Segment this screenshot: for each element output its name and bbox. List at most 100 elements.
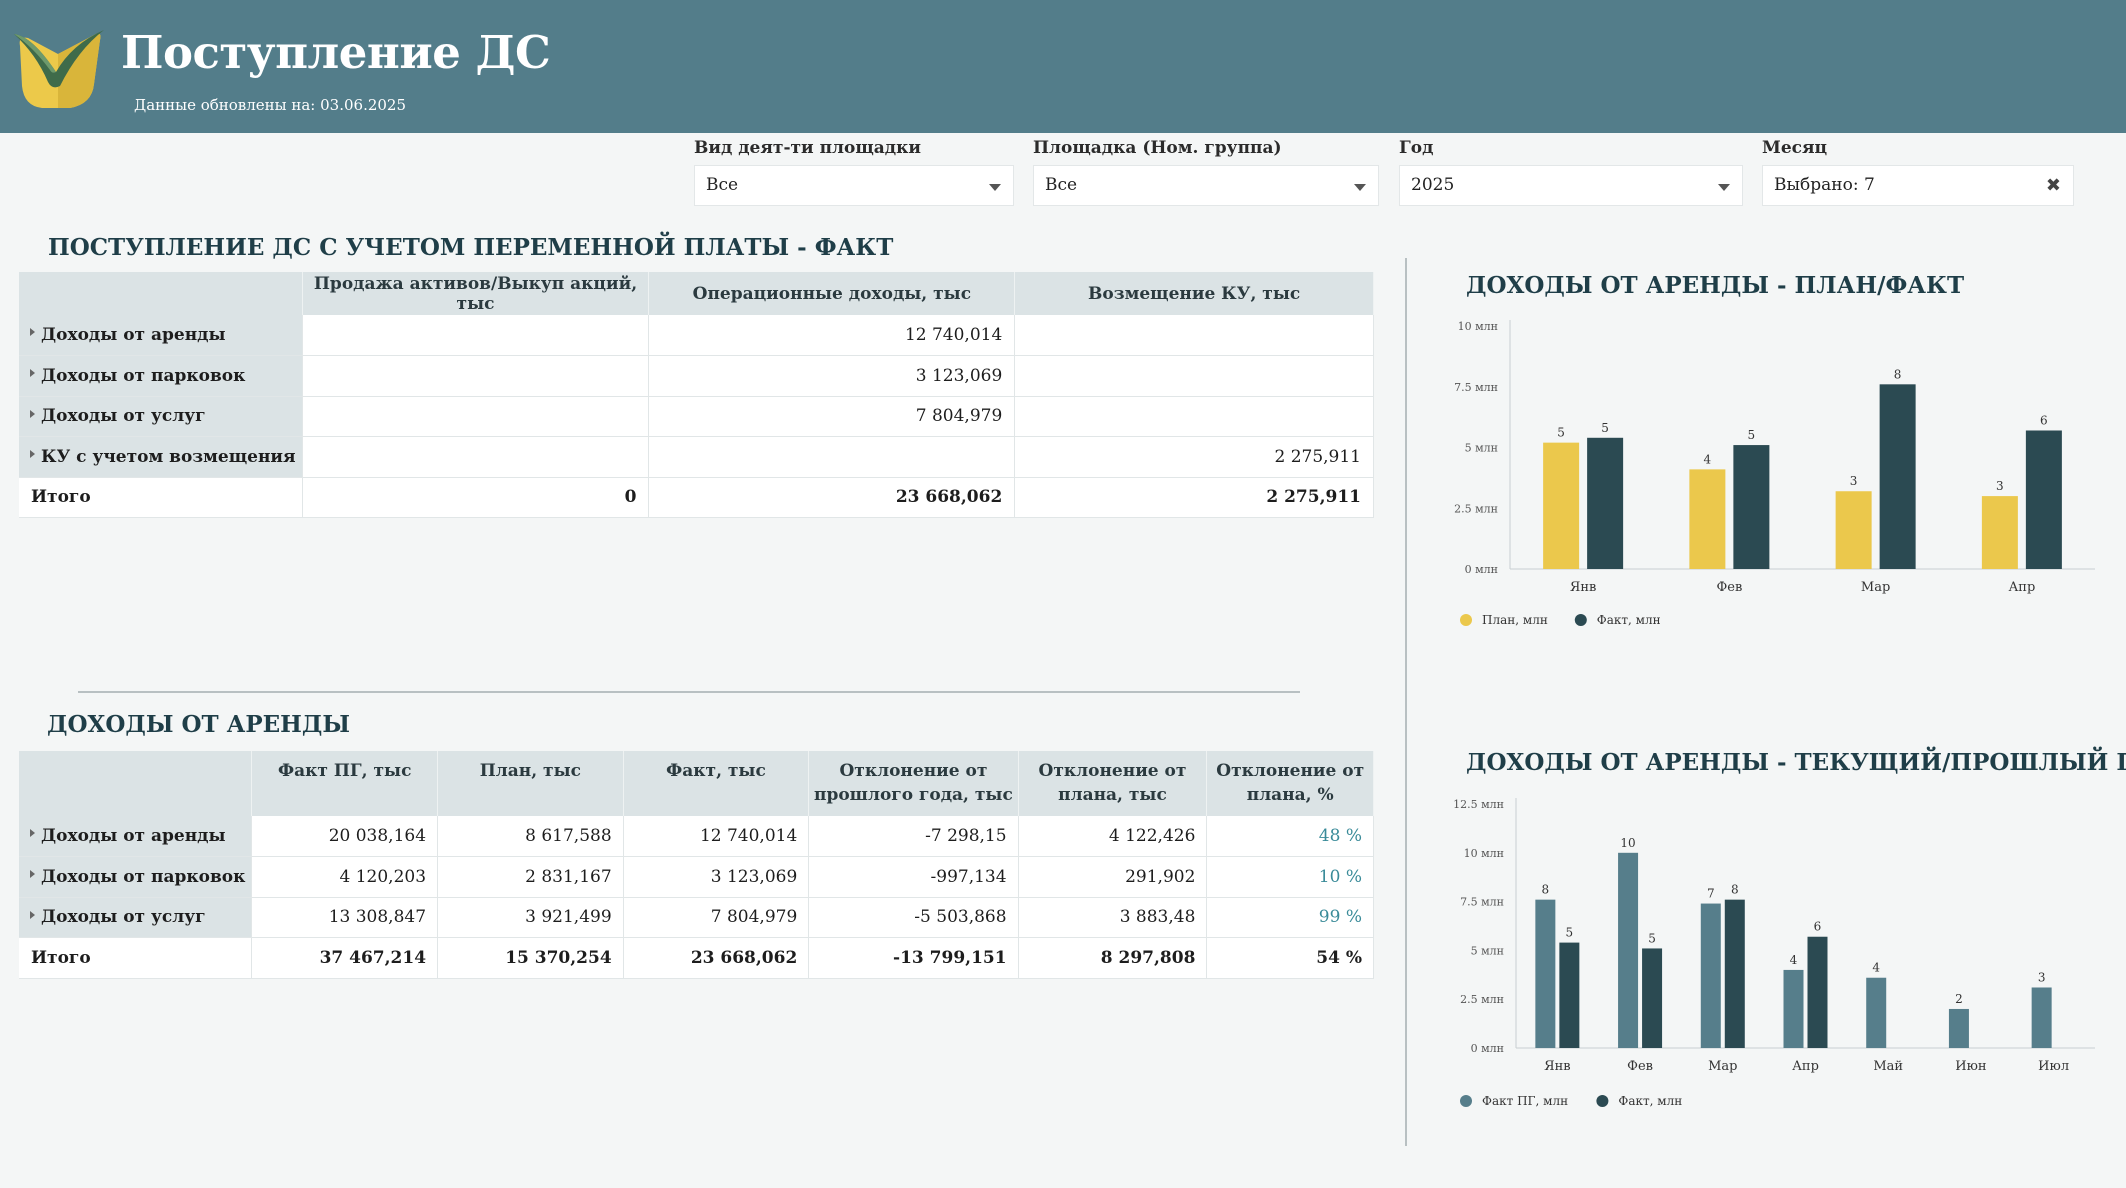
expand-triangle-icon[interactable] bbox=[30, 369, 35, 377]
table-cell: 2 831,167 bbox=[437, 856, 624, 898]
caret-down-icon[interactable] bbox=[1354, 184, 1366, 191]
caret-down-icon[interactable] bbox=[1718, 184, 1730, 191]
legend-marker bbox=[1596, 1095, 1609, 1107]
column-header[interactable]: Факт, тыс bbox=[623, 751, 810, 816]
current-prev-year-bar-chart: 0 млн 2.5 млн 5 млн 7.5 млн 10 млн 12.5 млн 8 5… bbox=[1453, 798, 2095, 1108]
legend-label: Факт, млн bbox=[1597, 613, 1661, 627]
bar bbox=[2031, 987, 2052, 1048]
expand-triangle-icon[interactable] bbox=[30, 328, 35, 336]
month-dropdown[interactable]: Выбрано: 7 ✖ bbox=[1762, 165, 2074, 206]
table-header-row: Факт ПГ, тыс План, тыс Факт, тыс Отклоне… bbox=[19, 751, 1374, 816]
cash-receipts-table: Продажа активов/Выкуп акций, тыс Операци… bbox=[19, 272, 1374, 518]
column-header[interactable]: Отклонение от прошлого года, тыс bbox=[808, 751, 1019, 816]
row-header-expandable[interactable]: Доходы от парковок bbox=[19, 355, 303, 397]
expand-triangle-icon[interactable] bbox=[30, 409, 35, 418]
data-label: 8 bbox=[1731, 883, 1739, 897]
column-header[interactable]: Факт ПГ, тыс bbox=[251, 751, 439, 816]
year-dropdown[interactable]: 2025 bbox=[1399, 165, 1743, 206]
row-header-expandable[interactable]: Доходы от услуг bbox=[19, 396, 303, 437]
filter-month: Месяц Выбрано: 7 ✖ bbox=[1762, 137, 2074, 206]
table-cell: 20 038,164 bbox=[251, 816, 439, 857]
bar bbox=[1535, 899, 1556, 1048]
table-header-row: Продажа активов/Выкуп акций, тыс Операци… bbox=[19, 272, 1374, 315]
bar bbox=[1948, 1008, 1969, 1048]
table-cell: 23 668,062 bbox=[623, 937, 810, 979]
total-label: Итого bbox=[19, 937, 253, 979]
table-cell: 12 740,014 bbox=[648, 315, 1016, 356]
page-title: Поступление ДС bbox=[121, 26, 551, 79]
bar bbox=[1879, 384, 1916, 569]
row-header-expandable[interactable]: Доходы от парковок bbox=[19, 856, 253, 898]
table-cell bbox=[1014, 396, 1374, 437]
data-label: 5 bbox=[1601, 421, 1609, 435]
bar bbox=[1733, 445, 1770, 569]
clear-selection-icon[interactable]: ✖ bbox=[2045, 175, 2061, 196]
row-header-expandable[interactable]: КУ с учетом возмещения bbox=[19, 436, 303, 478]
expand-triangle-icon[interactable] bbox=[30, 829, 35, 837]
y-tick-label: 2.5 млн bbox=[1460, 993, 1504, 1006]
legend-label: План, млн bbox=[1482, 613, 1548, 627]
row-header-expandable[interactable]: Доходы от услуг bbox=[19, 897, 253, 938]
table-cell: 3 921,499 bbox=[437, 897, 624, 938]
activity-type-dropdown[interactable]: Все bbox=[694, 165, 1014, 206]
section-title-cash-receipts: ПОСТУПЛЕНИЕ ДС С УЧЕТОМ ПЕРЕМЕННОЙ ПЛАТЫ… bbox=[48, 234, 894, 261]
chart-title-current-prev-year: ДОХОДЫ ОТ АРЕНДЫ - ТЕКУЩИЙ/ПРОШЛЫЙ ГОД bbox=[1466, 749, 2126, 776]
x-tick-label: Мар bbox=[1861, 580, 1890, 595]
y-tick-label: 0 млн bbox=[1471, 1042, 1504, 1055]
table-total-row: Итого 37 467,214 15 370,254 23 668,062 -… bbox=[19, 937, 1374, 979]
data-label: 8 bbox=[1894, 367, 1902, 381]
table-total-row: Итого 0 23 668,062 2 275,911 bbox=[19, 477, 1374, 518]
caret-down-icon[interactable] bbox=[989, 184, 1001, 191]
column-header[interactable]: Отклонение от плана, тыс bbox=[1018, 751, 1208, 816]
column-header[interactable]: Отклонение от плана, % bbox=[1206, 751, 1374, 816]
data-label: 6 bbox=[1814, 920, 1822, 934]
filter-label: Год bbox=[1399, 138, 1434, 158]
expand-triangle-icon[interactable] bbox=[30, 450, 35, 458]
x-tick-label: Фев bbox=[1716, 580, 1742, 595]
site-group-dropdown[interactable]: Все bbox=[1033, 165, 1379, 206]
chart-title-plan-fact: ДОХОДЫ ОТ АРЕНДЫ - ПЛАН/ФАКТ bbox=[1466, 272, 1965, 299]
data-label: 5 bbox=[1566, 926, 1574, 940]
table-cell: 4 122,426 bbox=[1018, 816, 1208, 857]
column-header[interactable]: План, тыс bbox=[437, 751, 624, 816]
table-row: Доходы от парковок 3 123,069 bbox=[19, 355, 1374, 397]
section-divider bbox=[78, 691, 1300, 693]
section-title-rental-income: ДОХОДЫ ОТ АРЕНДЫ bbox=[47, 711, 350, 738]
expand-triangle-icon[interactable] bbox=[30, 910, 35, 919]
table-cell bbox=[1014, 315, 1374, 356]
table-cell: 291,902 bbox=[1018, 856, 1208, 898]
data-label: 4 bbox=[1790, 953, 1798, 967]
column-header[interactable]: Продажа активов/Выкуп акций, тыс bbox=[302, 272, 650, 315]
filter-label: Площадка (Ном. группа) bbox=[1033, 138, 1282, 158]
filter-year: Год 2025 bbox=[1399, 137, 1743, 206]
legend-marker bbox=[1460, 1095, 1472, 1107]
table-cell: 0 bbox=[302, 477, 650, 518]
data-label: 3 bbox=[1850, 474, 1858, 488]
x-tick-label: Янв bbox=[1544, 1059, 1570, 1074]
table-cell bbox=[648, 436, 1016, 478]
y-tick-label: 10 млн bbox=[1464, 847, 1504, 860]
column-header[interactable]: Операционные доходы, тыс bbox=[648, 272, 1016, 315]
y-tick-label: 7.5 млн bbox=[1460, 896, 1504, 909]
bar bbox=[1835, 491, 1872, 569]
row-header-expandable[interactable]: Доходы от аренды bbox=[19, 315, 303, 356]
dropdown-value: Выбрано: 7 bbox=[1774, 175, 1875, 195]
row-header-expandable[interactable]: Доходы от аренды bbox=[19, 816, 253, 857]
bar bbox=[1866, 977, 1887, 1048]
bar bbox=[1559, 942, 1580, 1048]
dropdown-value: Все bbox=[706, 175, 739, 195]
company-logo-icon bbox=[14, 30, 104, 108]
table-cell: 4 120,203 bbox=[251, 856, 439, 898]
x-tick-label: Июн bbox=[1955, 1059, 1986, 1074]
column-header[interactable]: Возмещение КУ, тыс bbox=[1014, 272, 1374, 315]
bar bbox=[1807, 936, 1828, 1048]
x-tick-label: Май bbox=[1873, 1059, 1903, 1074]
bar bbox=[1981, 496, 2018, 569]
table-cell-percent: 99 % bbox=[1206, 897, 1374, 938]
table-cell: 23 668,062 bbox=[648, 477, 1016, 518]
table-cell-percent: 54 % bbox=[1206, 937, 1374, 979]
expand-triangle-icon[interactable] bbox=[30, 870, 35, 878]
table-cell: 12 740,014 bbox=[623, 816, 810, 857]
x-tick-label: Апр bbox=[1792, 1059, 1819, 1074]
table-cell bbox=[302, 355, 650, 397]
